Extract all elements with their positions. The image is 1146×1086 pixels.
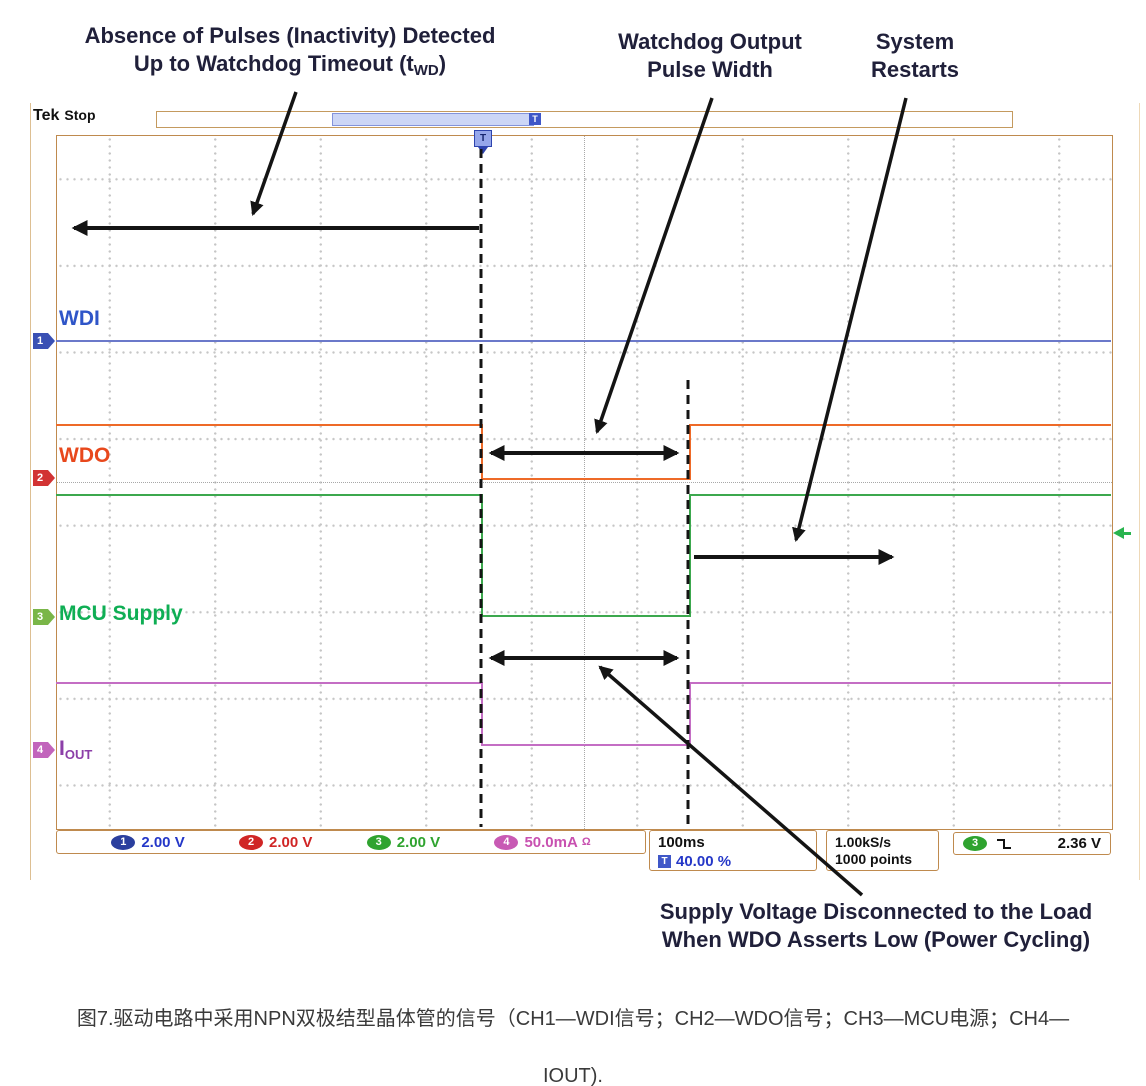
timebase-readout: 100ms T 40.00 % xyxy=(649,830,817,871)
trigger-position-flag-tip xyxy=(478,147,488,154)
timebase-value: 100ms xyxy=(658,834,705,851)
trigger-slope-icon xyxy=(997,838,1011,849)
annotation-line: System xyxy=(875,29,955,54)
annotation-watchdog-pulse-width: Watchdog Output Pulse Width xyxy=(595,28,825,84)
ch2-ground-marker: 2 xyxy=(33,470,55,486)
acquisition-trigger-marker: T xyxy=(529,113,541,125)
tek-logo: Tek xyxy=(33,107,60,124)
trigger-source-badge: 3 xyxy=(963,836,987,851)
ch4-unit-symbol: Ω xyxy=(581,836,591,848)
annotation-line: Up to Watchdog Timeout (tWD) xyxy=(133,51,447,79)
wdo-trace-falling-edge xyxy=(481,424,483,480)
iout-trace-high-right xyxy=(689,682,1111,684)
trigger-position-readout: T 40.00 % xyxy=(658,853,808,870)
iout-trace-falling-edge xyxy=(481,682,483,746)
ch2-badge: 2 xyxy=(239,834,264,850)
ch4-ground-marker: 4 xyxy=(33,742,55,758)
annotation-line: When WDO Asserts Low (Power Cycling) xyxy=(661,927,1091,952)
readout-ch3: 3 2.00 V xyxy=(366,833,441,851)
wdo-trace-high-right xyxy=(689,424,1111,426)
scope-status: Tek Stop xyxy=(33,107,96,125)
acquisition-state: Stop xyxy=(64,107,96,123)
iout-trace-high-left xyxy=(56,682,483,684)
caption-line-2: IOUT). xyxy=(543,1065,603,1086)
ch1-scale-value: 2.00 V xyxy=(141,833,185,851)
ch1-ground-marker: 1 xyxy=(33,333,55,349)
annotation-absence-of-pulses: Absence of Pulses (Inactivity) Detected … xyxy=(42,22,538,85)
annotation-line: Restarts xyxy=(870,57,960,82)
annotation-line: Pulse Width xyxy=(647,57,773,82)
annotation-line: Watchdog Output xyxy=(618,29,802,54)
trigger-level-value: 2.36 V xyxy=(1057,835,1101,852)
ch4-badge: 4 xyxy=(494,834,519,850)
trigger-readout: 3 2.36 V xyxy=(953,832,1111,855)
iout-label: IOUT xyxy=(59,737,93,762)
graticule xyxy=(56,135,1113,830)
caption-line-1: 图7.驱动电路中采用NPN双极结型晶体管的信号（CH1—WDI信号；CH2—WD… xyxy=(76,1008,1070,1030)
graticule-center-horizontal-axis xyxy=(57,482,1112,483)
trigger-t-icon: T xyxy=(658,855,671,868)
sample-rate-readout: 1.00kS/s 1000 points xyxy=(826,830,939,871)
mcu-supply-trace-rising-edge xyxy=(689,494,691,617)
mcu-supply-trace-low xyxy=(481,615,691,617)
readout-ch4: 4 50.0mA Ω xyxy=(494,833,591,851)
wdo-trace-rising-edge xyxy=(689,424,691,480)
record-length-value: 1000 points xyxy=(835,851,913,867)
trigger-level-arrow-icon xyxy=(1113,527,1124,539)
channel-scale-readouts: 1 2.00 V 2 2.00 V 3 2.00 V 4 50.0mA Ω xyxy=(56,830,646,854)
acquisition-preview-bar: T xyxy=(156,111,1013,128)
oscilloscope-screenshot: Tek Stop T 1 2 3 4 WDI xyxy=(30,103,1140,880)
readout-ch1: 1 2.00 V xyxy=(111,833,185,851)
wdo-trace-high-left xyxy=(56,424,483,426)
trigger-level-arrow-tail xyxy=(1124,532,1131,535)
iout-trace-rising-edge xyxy=(689,682,691,746)
acquisition-window-highlight xyxy=(332,113,534,126)
annotation-line: Absence of Pulses (Inactivity) Detected xyxy=(84,23,496,48)
mcu-supply-label: MCU Supply xyxy=(59,602,183,625)
mcu-supply-trace-falling-edge xyxy=(481,494,483,617)
trigger-position-flag: T xyxy=(474,130,492,147)
annotation-line: Supply Voltage Disconnected to the Load xyxy=(659,899,1093,924)
sample-rate-value: 1.00kS/s xyxy=(835,834,892,850)
mcu-supply-trace-high-left xyxy=(56,494,483,496)
wdi-label: WDI xyxy=(59,307,100,330)
ch1-badge: 1 xyxy=(111,834,136,850)
ch2-scale-value: 2.00 V xyxy=(269,833,313,851)
ch3-scale-value: 2.00 V xyxy=(396,833,441,851)
wdi-trace xyxy=(56,340,1111,342)
figure-caption: 图7.驱动电路中采用NPN双极结型晶体管的信号（CH1—WDI信号；CH2—WD… xyxy=(0,1002,1146,1086)
wdo-label: WDO xyxy=(59,444,111,467)
mcu-supply-trace-high-right xyxy=(689,494,1111,496)
wdo-trace-low xyxy=(481,478,691,480)
annotation-supply-disconnected: Supply Voltage Disconnected to the Load … xyxy=(606,898,1146,954)
ch3-badge: 3 xyxy=(366,834,391,850)
readout-ch2: 2 2.00 V xyxy=(239,834,312,851)
ch3-ground-marker: 3 xyxy=(33,609,55,625)
annotation-system-restarts: System Restarts xyxy=(845,28,985,84)
ch4-scale-value: 50.0mA xyxy=(524,833,578,851)
trigger-position-value: 40.00 % xyxy=(676,853,732,870)
iout-trace-low xyxy=(481,744,691,746)
